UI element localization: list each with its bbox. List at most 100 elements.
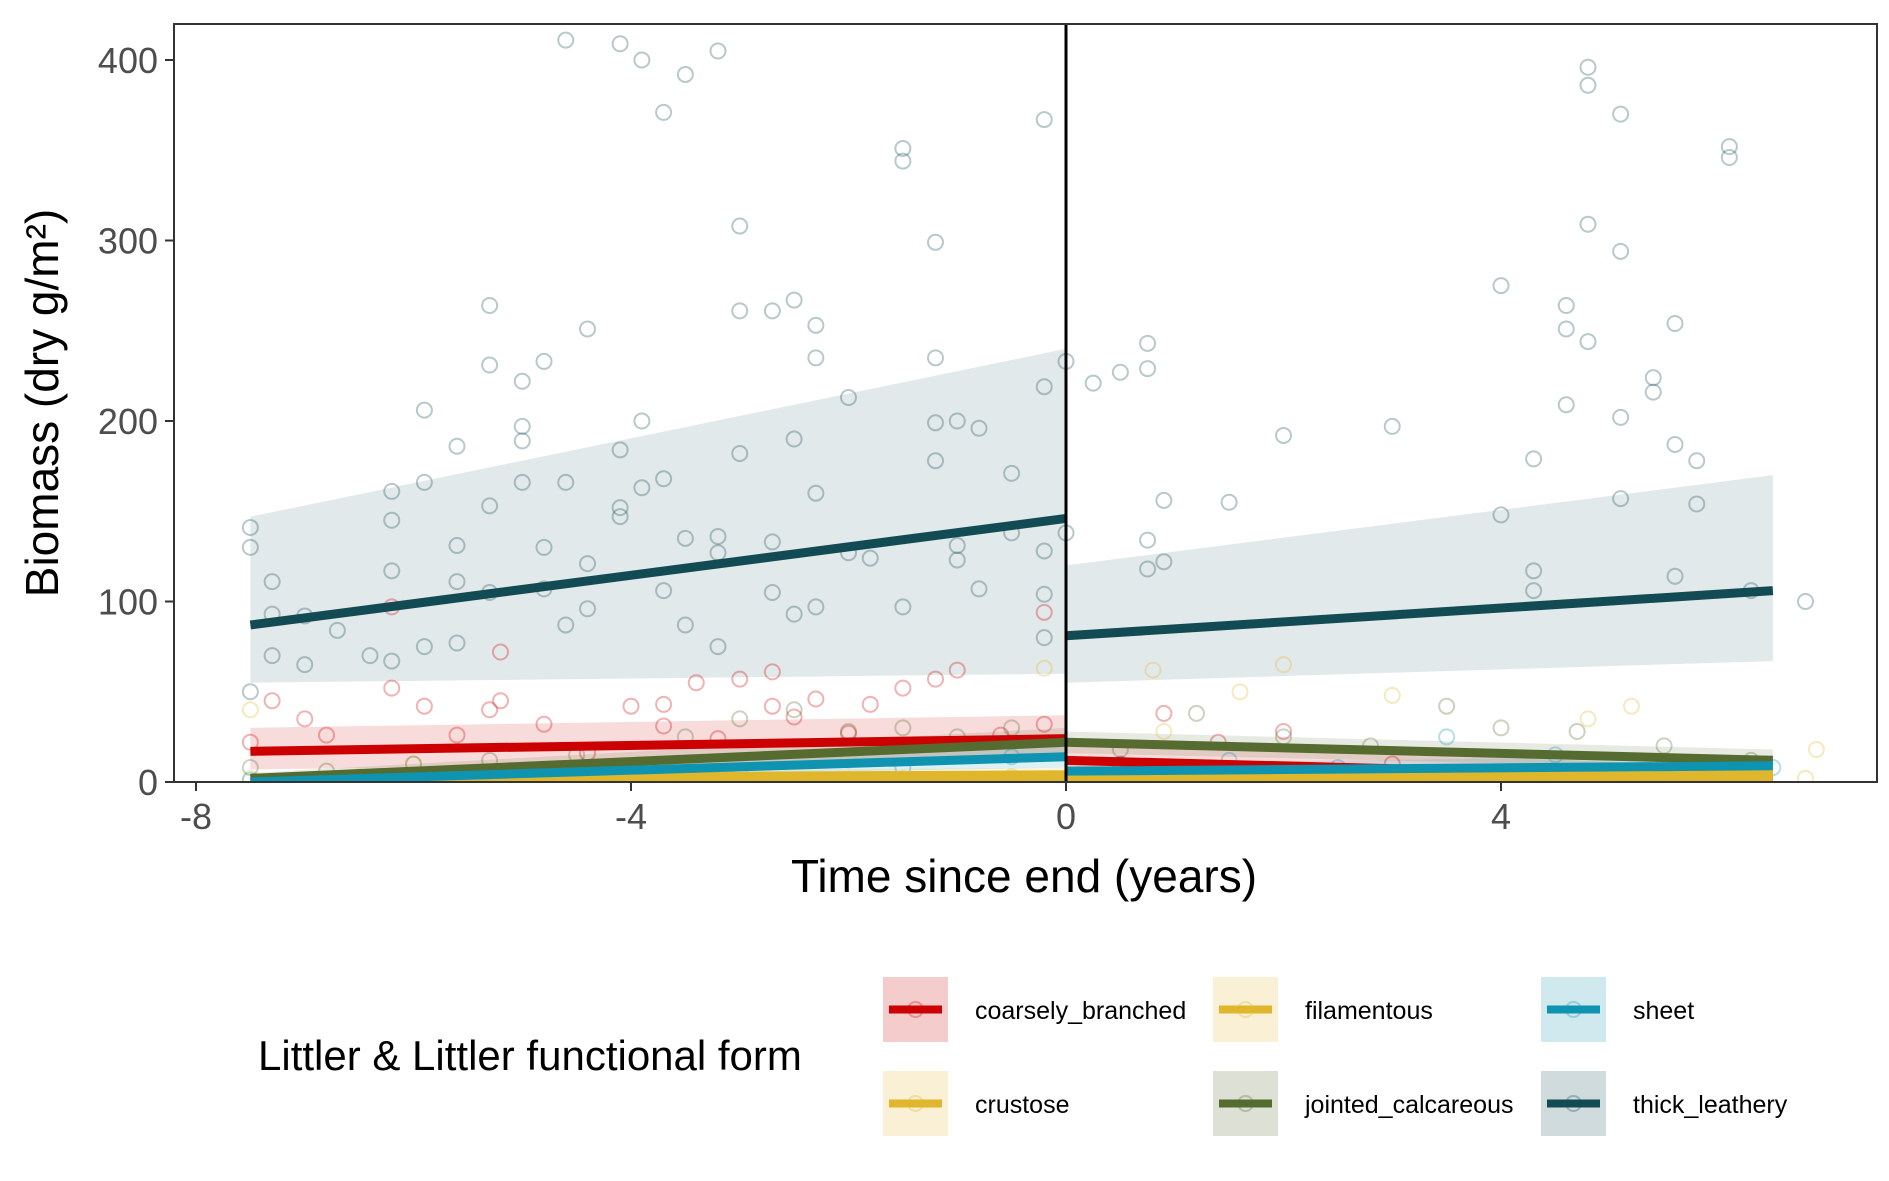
point-coarsely-branched bbox=[948, 661, 966, 679]
fit-line-jointed-calcareous bbox=[250, 737, 1067, 782]
point-thick-leathery bbox=[1612, 490, 1630, 508]
point-filamentous bbox=[1231, 683, 1249, 701]
legend-item-filamentous: filamentous bbox=[1213, 977, 1433, 1042]
point-coarsely-branched bbox=[807, 690, 825, 708]
point-thick-leathery bbox=[861, 549, 879, 567]
point-thick-leathery bbox=[1155, 491, 1173, 509]
point-thick-leathery bbox=[415, 638, 433, 656]
point-thick-leathery bbox=[1666, 435, 1684, 453]
point-thick-leathery bbox=[1111, 363, 1129, 381]
point-thick-leathery bbox=[807, 484, 825, 502]
point-thick-leathery bbox=[535, 538, 553, 556]
legend: Littler & Littler functional form coarse… bbox=[258, 977, 1788, 1136]
point-thick-leathery bbox=[328, 621, 346, 639]
point-coarsely-branched bbox=[655, 717, 673, 735]
point-thick-leathery bbox=[611, 499, 629, 517]
point-coarsely-branched bbox=[687, 674, 705, 692]
y-tick-label: 300 bbox=[98, 221, 158, 262]
point-coarsely-branched bbox=[731, 670, 749, 688]
point-coarsely-branched bbox=[492, 643, 509, 661]
point-thick-leathery bbox=[415, 401, 433, 419]
point-thick-leathery bbox=[1035, 585, 1053, 603]
point-thick-leathery bbox=[611, 508, 629, 526]
point-thick-leathery bbox=[481, 296, 499, 314]
point-thick-leathery bbox=[579, 320, 596, 338]
point-thick-leathery bbox=[513, 432, 531, 450]
point-thick-leathery bbox=[241, 518, 259, 536]
legend-label-jointed-calcareous: jointed_calcareous bbox=[1304, 1091, 1513, 1119]
point-thick-leathery bbox=[894, 152, 912, 170]
fit-line-thick-leathery bbox=[249, 514, 1067, 630]
point-thick-leathery bbox=[1557, 296, 1575, 314]
point-thick-leathery bbox=[1612, 105, 1630, 123]
point-coarsely-branched bbox=[448, 726, 466, 744]
point-jointed-calcareous bbox=[785, 701, 803, 719]
legend-label-crustose: crustose bbox=[975, 1091, 1069, 1119]
point-thick-leathery bbox=[763, 302, 781, 320]
point-sheet bbox=[1438, 728, 1456, 746]
point-thick-leathery bbox=[383, 652, 401, 670]
point-thick-leathery bbox=[1035, 378, 1053, 396]
point-thick-leathery bbox=[1035, 629, 1053, 647]
point-filamentous bbox=[1807, 741, 1825, 759]
y-tick-label: 400 bbox=[98, 40, 158, 81]
point-thick-leathery bbox=[1383, 417, 1401, 435]
point-coarsely-branched bbox=[535, 715, 553, 733]
point-thick-leathery bbox=[927, 233, 944, 251]
legend-item-jointed-calcareous: jointed_calcareous bbox=[1213, 1071, 1513, 1136]
point-thick-leathery bbox=[763, 533, 781, 551]
legend-item-thick-leathery: thick_leathery bbox=[1541, 1071, 1788, 1136]
point-thick-leathery bbox=[611, 441, 629, 459]
x-tick-label: -4 bbox=[615, 796, 647, 837]
legend-label-coarsely-branched: coarsely_branched bbox=[975, 997, 1186, 1025]
point-thick-leathery bbox=[927, 452, 944, 470]
point-coarsely-branched bbox=[1155, 704, 1173, 722]
point-jointed-calcareous bbox=[1188, 704, 1205, 722]
point-coarsely-branched bbox=[894, 679, 912, 697]
point-thick-leathery bbox=[263, 647, 281, 665]
point-thick-leathery bbox=[1612, 242, 1630, 260]
point-thick-leathery bbox=[1139, 560, 1157, 578]
point-jointed-calcareous bbox=[1492, 719, 1510, 737]
x-axis: -8 -4 0 4 bbox=[180, 782, 1511, 837]
panel-border bbox=[173, 23, 1878, 783]
point-thick-leathery bbox=[1666, 315, 1684, 333]
y-axis: 0 100 200 300 400 bbox=[98, 40, 174, 803]
point-thick-leathery bbox=[383, 562, 401, 580]
point-coarsely-branched bbox=[296, 710, 314, 728]
confidence-band-thick-leathery bbox=[1066, 475, 1773, 683]
point-thick-leathery bbox=[1139, 334, 1157, 352]
point-thick-leathery bbox=[557, 616, 575, 634]
point-thick-leathery bbox=[383, 511, 401, 529]
point-thick-leathery bbox=[948, 412, 966, 430]
point-thick-leathery bbox=[1688, 452, 1706, 470]
point-thick-leathery bbox=[1220, 493, 1238, 511]
point-coarsely-branched bbox=[785, 708, 803, 726]
point-thick-leathery bbox=[676, 529, 694, 547]
point-crustose bbox=[1797, 769, 1814, 782]
point-coarsely-branched bbox=[927, 670, 944, 688]
point-thick-leathery bbox=[241, 538, 259, 556]
point-thick-leathery bbox=[763, 583, 781, 601]
point-coarsely-branched bbox=[318, 726, 335, 744]
point-thick-leathery bbox=[448, 437, 466, 455]
point-coarsely-branched bbox=[861, 695, 879, 713]
point-thick-leathery bbox=[1139, 360, 1157, 378]
fit-line-coarsely-branched bbox=[250, 734, 1067, 756]
point-thick-leathery bbox=[513, 473, 531, 491]
point-thick-leathery bbox=[513, 372, 531, 390]
point-coarsely-branched bbox=[492, 692, 509, 710]
point-thick-leathery bbox=[1579, 76, 1597, 94]
point-thick-leathery bbox=[676, 65, 694, 83]
point-thick-leathery bbox=[579, 600, 596, 618]
point-thick-leathery bbox=[1797, 593, 1814, 610]
point-thick-leathery bbox=[1612, 408, 1630, 426]
point-thick-leathery bbox=[1666, 567, 1684, 585]
point-thick-leathery bbox=[1720, 148, 1738, 166]
point-coarsely-branched bbox=[1275, 722, 1292, 740]
point-thick-leathery bbox=[731, 444, 749, 462]
point-thick-leathery bbox=[1139, 531, 1157, 549]
point-thick-leathery bbox=[296, 656, 314, 674]
fit-lines bbox=[249, 514, 1774, 782]
